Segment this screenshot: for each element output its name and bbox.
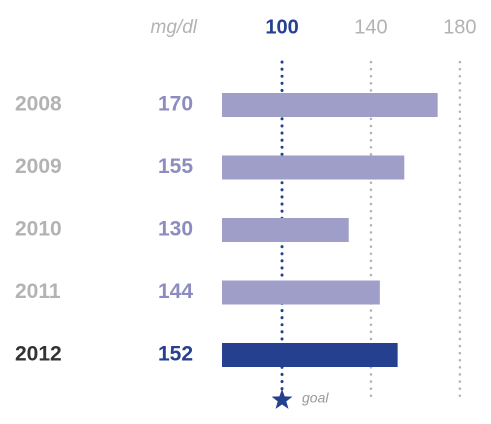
value-label: 144 — [158, 280, 193, 303]
x-tick-label: 100 — [265, 16, 298, 38]
bar — [222, 93, 438, 117]
bar — [222, 218, 349, 242]
bar — [222, 280, 380, 305]
x-tick-label: 140 — [354, 16, 387, 38]
goal-label: goal — [302, 390, 329, 406]
value-label: 155 — [158, 155, 193, 178]
x-tick-label: 180 — [443, 16, 476, 38]
category-label: 2012 — [15, 343, 62, 366]
category-label: 2010 — [15, 218, 62, 241]
value-label: 130 — [158, 218, 193, 241]
category-label: 2011 — [15, 280, 61, 303]
value-label: 152 — [158, 343, 193, 366]
bar — [222, 155, 405, 180]
goal-star — [271, 389, 293, 409]
category-label: 2009 — [15, 155, 62, 178]
category-label: 2008 — [15, 93, 62, 116]
bar — [222, 343, 398, 367]
unit-label: mg/dl — [151, 17, 198, 38]
value-label: 170 — [158, 93, 193, 116]
